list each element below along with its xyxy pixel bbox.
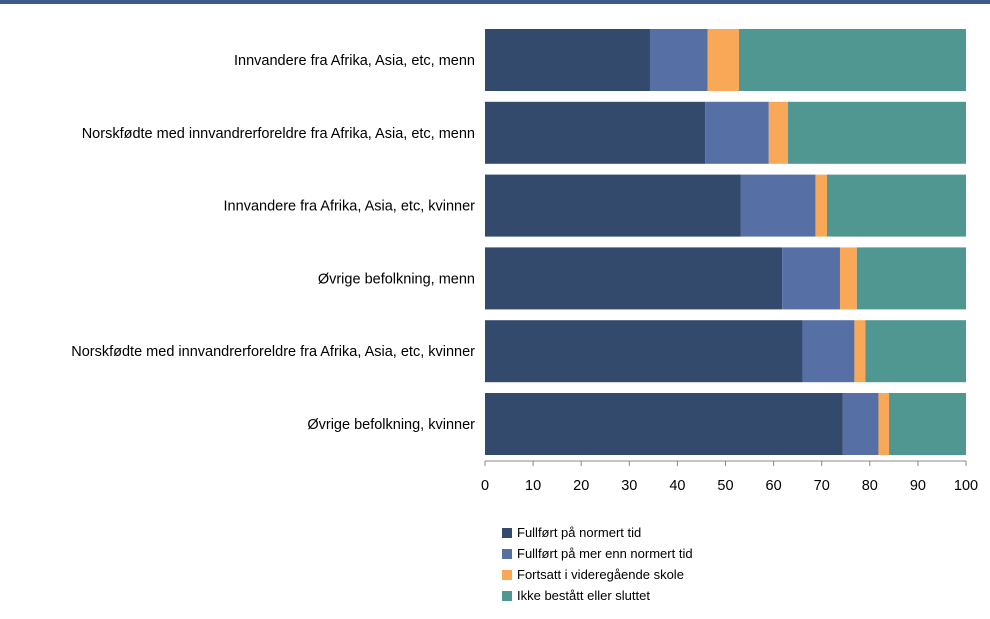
bar-segment-row3-series2: [839, 247, 857, 310]
top-rule: [0, 0, 990, 4]
bar-segment-row5-series1: [842, 393, 879, 455]
legend-label: Fullført på mer enn normert tid: [517, 546, 693, 561]
category-labels: Innvandere fra Afrika, Asia, etc, menn No…: [71, 53, 475, 433]
bar-segment-row2-series3: [826, 174, 966, 237]
bar-segment-row1-series0: [485, 101, 706, 164]
x-tick-label: 50: [717, 478, 733, 494]
bar-segment-row2-series2: [815, 174, 827, 237]
category-label: Norskfødte med innvandrerforeldre fra Af…: [71, 344, 475, 360]
x-tick-label: 60: [766, 478, 782, 494]
legend-swatch: [502, 590, 512, 601]
bar-segment-row4-series2: [854, 320, 866, 383]
legend-swatch: [502, 548, 512, 559]
category-label: Øvrige befolkning, menn: [318, 271, 475, 287]
bar-segment-row4-series0: [485, 320, 803, 383]
bar-segment-row1-series3: [788, 101, 966, 164]
legend-label: Fortsatt i videregående skole: [517, 567, 684, 582]
legend-item: Fullført på mer enn normert tid: [502, 543, 693, 564]
bar-segment-row1-series1: [705, 101, 769, 164]
bar-segment-row0-series3: [738, 29, 966, 91]
bar-segment-row0-series1: [649, 29, 708, 91]
bar-segment-row5-series2: [878, 393, 890, 455]
bar-segment-row0-series2: [707, 29, 739, 91]
category-label: Norskfødte med innvandrerforeldre fra Af…: [82, 126, 475, 142]
x-tick-label: 100: [954, 478, 978, 494]
x-tick-label: 80: [862, 478, 878, 494]
bar-segment-row2-series1: [740, 174, 816, 237]
bar-segment-row0-series0: [485, 29, 650, 91]
bars-layer: [485, 29, 966, 455]
stacked-bar-chart: Innvandere fra Afrika, Asia, etc, menn No…: [71, 29, 978, 494]
bar-segment-row1-series2: [768, 101, 789, 164]
x-tick-label: 0: [481, 478, 489, 494]
x-axis-ticks: 0 10 20 30 40 50 60 70 80 90 100: [481, 461, 978, 494]
category-label: Øvrige befolkning, kvinner: [307, 417, 475, 433]
legend-swatch: [502, 527, 512, 538]
bar-segment-row5-series0: [485, 393, 843, 455]
legend-item: Ikke bestått eller sluttet: [502, 585, 693, 606]
x-tick-label: 70: [814, 478, 830, 494]
legend-label: Ikke bestått eller sluttet: [517, 588, 650, 603]
legend: Fullført på normert tid Fullført på mer e…: [502, 522, 693, 606]
legend-item: Fullført på normert tid: [502, 522, 693, 543]
x-tick-label: 20: [573, 478, 589, 494]
bar-segment-row4-series3: [865, 320, 966, 383]
legend-swatch: [502, 569, 512, 580]
bar-segment-row2-series0: [485, 174, 741, 237]
x-tick-label: 40: [669, 478, 685, 494]
x-tick-label: 90: [910, 478, 926, 494]
bar-segment-row3-series1: [782, 247, 840, 310]
legend-label: Fullført på normert tid: [517, 525, 642, 540]
x-tick-label: 10: [525, 478, 541, 494]
bar-segment-row3-series3: [856, 247, 966, 310]
bar-segment-row3-series0: [485, 247, 783, 310]
category-label: Innvandere fra Afrika, Asia, etc, menn: [234, 53, 475, 69]
category-label: Innvandere fra Afrika, Asia, etc, kvinne…: [224, 199, 476, 215]
bar-segment-row4-series1: [802, 320, 855, 383]
bar-segment-row5-series3: [889, 393, 966, 455]
x-tick-label: 30: [621, 478, 637, 494]
legend-item: Fortsatt i videregående skole: [502, 564, 693, 585]
